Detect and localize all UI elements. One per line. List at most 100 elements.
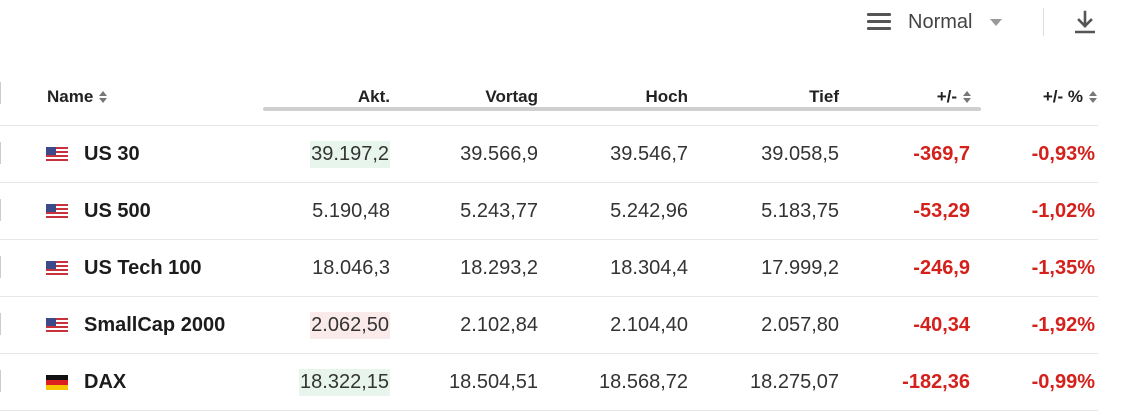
sort-icon [963,90,971,104]
instrument-name-link[interactable]: DAX [46,354,126,410]
row-edge [0,256,1,278]
sort-icon [99,90,108,104]
cell-change-value: -40,34 [913,313,970,336]
column-header-label: Hoch [645,86,689,106]
cell-tief-value: 17.999,2 [761,256,839,279]
toolbar: Normal [0,0,1128,44]
cell-akt-value: 5.190,48 [312,199,390,222]
toolbar-divider [1043,8,1044,36]
table-row[interactable]: US Tech 100 18.046,3 18.293,2 18.304,4 17.99… [0,240,1098,297]
cell-change-pct-value: -0,99% [1031,370,1095,393]
table-row[interactable]: DAX 18.322,15 18.504,51 18.568,72 18.275,07 -… [0,354,1098,411]
cell-vortag: 5.243,77 [460,183,538,239]
cell-change-pct: -1,92% [1032,297,1095,353]
cell-change-pct: -1,35% [1032,240,1095,296]
cell-akt: 2.062,50 [310,297,390,353]
cell-change: -246,9 [913,240,970,296]
cell-vortag-value: 2.102,84 [460,313,538,336]
view-mode-select[interactable]: Normal [908,9,1003,35]
download-icon[interactable] [1071,9,1099,37]
cell-hoch-value: 2.104,40 [610,313,688,336]
cell-tief-value: 18.275,07 [750,370,839,393]
cell-tief: 39.058,5 [761,126,839,182]
column-header-hoch[interactable]: Hoch [646,68,689,125]
cell-hoch-value: 18.568,72 [599,370,688,393]
view-mode-label: Normal [908,10,973,33]
table-row[interactable]: SmallCap 2000 2.062,50 2.102,84 2.104,40 2.0… [0,297,1098,354]
cell-change-pct-value: -0,93% [1031,142,1095,165]
cell-change-pct: -1,02% [1032,183,1095,239]
cell-tief: 17.999,2 [761,240,839,296]
hamburger-icon[interactable] [867,11,891,31]
row-edge [0,199,1,221]
cell-change: -369,7 [913,126,970,182]
cell-vortag-value: 5.243,77 [460,199,538,222]
cell-akt-value: 18.046,3 [312,256,390,279]
cell-akt-value: 2.062,50 [310,311,390,339]
quotes-table: Name Akt. Vortag Hoch Tief +/- +/- % US … [0,68,1098,411]
cell-hoch-value: 5.242,96 [610,199,688,222]
instrument-name-link[interactable]: US 30 [46,126,140,182]
instrument-name: US 500 [84,199,151,222]
cell-tief-value: 5.183,75 [761,199,839,222]
germany-flag-icon [46,374,68,390]
us-flag-icon [46,146,68,162]
cell-change-value: -53,29 [913,199,970,222]
cell-change-value: -369,7 [913,142,970,165]
cell-change: -53,29 [913,183,970,239]
cell-change-pct: -0,93% [1032,126,1095,182]
cell-hoch-value: 39.546,7 [610,142,688,165]
instrument-name-link[interactable]: US Tech 100 [46,240,201,296]
cell-vortag: 2.102,84 [460,297,538,353]
column-header-vortag[interactable]: Vortag [485,68,538,125]
cell-hoch-value: 18.304,4 [610,256,688,279]
horizontal-scrollbar[interactable] [263,107,981,111]
cell-vortag-value: 18.504,51 [449,370,538,393]
cell-change-value: -182,36 [902,370,970,393]
cell-akt: 39.197,2 [310,126,390,182]
cell-tief-value: 39.058,5 [761,142,839,165]
us-flag-icon [46,317,68,333]
instrument-name: SmallCap 2000 [84,313,226,336]
column-header-change-pct[interactable]: +/- % [1043,68,1097,125]
sort-icon [1089,90,1097,104]
cell-change: -40,34 [913,297,970,353]
instrument-name-link[interactable]: US 500 [46,183,151,239]
cell-change-value: -246,9 [913,256,970,279]
column-header-tief[interactable]: Tief [809,68,839,125]
cell-hoch: 39.546,7 [610,126,688,182]
instrument-name: DAX [84,370,127,393]
cell-vortag: 18.504,51 [449,354,538,410]
column-header-label: Tief [809,86,839,106]
table-row[interactable]: US 500 5.190,48 5.243,77 5.242,96 5.183,75 -5… [0,183,1098,240]
column-header-label: Name [47,86,94,106]
column-header-label: +/- [936,86,957,106]
cell-tief: 5.183,75 [761,183,839,239]
cell-akt-value: 39.197,2 [310,140,390,168]
cell-vortag-value: 39.566,9 [460,142,538,165]
cell-hoch: 2.104,40 [610,297,688,353]
table-row[interactable]: US 30 39.197,2 39.566,9 39.546,7 39.058,5 -36… [0,126,1098,183]
cell-change-pct-value: -1,02% [1031,199,1095,222]
column-header-name[interactable]: Name [47,68,108,125]
us-flag-icon [46,260,68,276]
cell-vortag: 39.566,9 [460,126,538,182]
column-header-label: +/- % [1042,86,1083,106]
us-flag-icon [46,203,68,219]
cell-change-pct-value: -1,92% [1031,313,1095,336]
cell-akt: 5.190,48 [312,183,390,239]
instrument-name: US Tech 100 [84,256,202,279]
cell-tief: 2.057,80 [761,297,839,353]
cell-change: -182,36 [902,354,970,410]
instrument-name: US 30 [84,142,140,165]
cell-vortag-value: 18.293,2 [460,256,538,279]
column-header-change[interactable]: +/- [937,68,971,125]
caret-down-icon [990,18,1003,26]
instrument-name-link[interactable]: SmallCap 2000 [46,297,225,353]
cell-hoch: 18.568,72 [599,354,688,410]
table-header: Name Akt. Vortag Hoch Tief +/- +/- % [0,68,1098,126]
cell-akt-value: 18.322,15 [299,368,390,396]
cell-vortag: 18.293,2 [460,240,538,296]
column-header-akt[interactable]: Akt. [358,68,390,125]
cell-akt: 18.046,3 [312,240,390,296]
